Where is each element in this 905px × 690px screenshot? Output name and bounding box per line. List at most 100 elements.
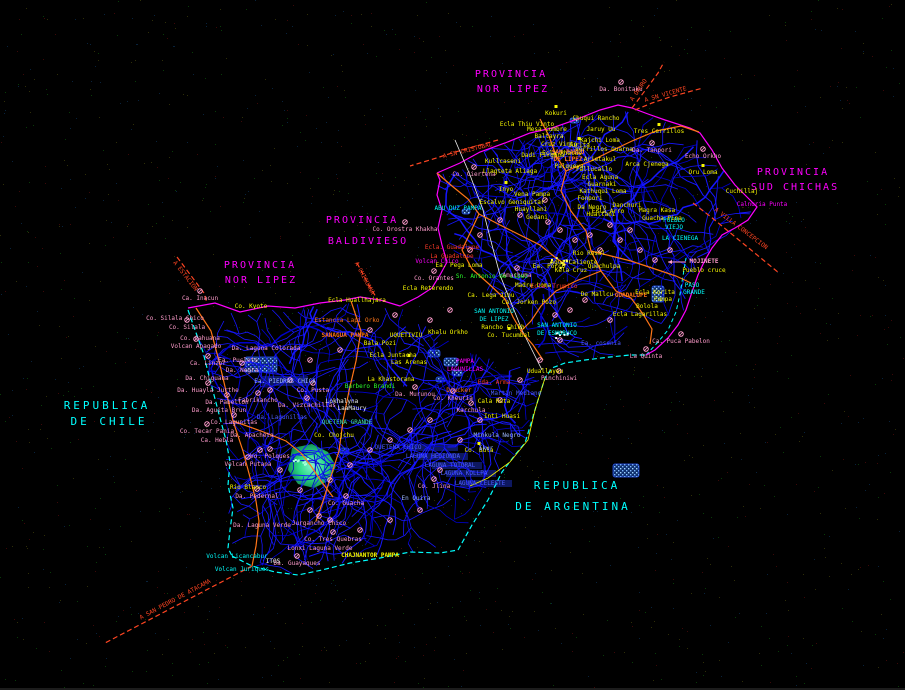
noise-dot [597,511,598,512]
noise-dot [824,403,825,404]
noise-dot [585,497,586,498]
noise-dot [253,392,254,393]
noise-dot [351,23,352,24]
noise-dot [815,29,816,30]
noise-dot [131,541,132,542]
noise-dot [525,527,526,528]
noise-dot [43,59,44,60]
noise-dot [769,208,770,209]
noise-dot [280,238,281,239]
noise-dot [495,525,496,526]
noise-dot [699,494,700,495]
village-block [304,460,307,463]
noise-dot [857,335,858,336]
external-road-dashed-lines [104,61,780,644]
river-line [509,286,554,309]
noise-dot [631,622,632,623]
town-marker-icon [577,137,581,140]
noise-dot [647,357,648,358]
noise-dot [393,394,394,395]
noise-dot [241,581,242,582]
map-label: Da. Laguna Colorada [232,345,301,352]
noise-dot [262,270,263,271]
noise-dot [754,75,755,76]
window-bottom-edge [0,688,905,690]
river-line [258,343,318,351]
noise-dot [263,302,264,303]
noise-dot [280,562,281,563]
noise-dot [684,49,685,50]
boundary-line [454,139,543,371]
noise-dot [299,654,300,655]
noise-dot [804,432,805,433]
noise-dot [696,672,697,673]
village-block [307,458,310,461]
noise-dot [877,519,878,520]
noise-dot [480,625,481,626]
noise-dot [842,108,843,109]
river-line [354,534,383,557]
map-label: SAN ANTONIO [537,322,577,329]
noise-dot [477,139,478,140]
noise-dot [415,227,416,228]
noise-dot [742,681,743,682]
river-line [690,228,734,258]
noise-dot [371,13,372,14]
noise-dot [863,53,864,54]
noise-dot [502,63,503,64]
noise-dot [847,100,848,101]
noise-dot [580,222,581,223]
noise-dot [706,298,707,299]
noise-dot [527,331,528,332]
noise-dot [204,644,205,645]
noise-dot [422,417,423,418]
noise-dot [270,165,271,166]
noise-dot [27,378,28,379]
noise-dot [728,642,729,643]
noise-dot [4,101,5,102]
noise-dot [394,430,395,431]
noise-dot [157,167,158,168]
river-line [569,197,650,260]
noise-dot [316,128,317,129]
noise-dot [897,663,898,664]
noise-dot [660,40,661,41]
noise-dot [597,78,598,79]
noise-dot [320,373,321,374]
noise-dot [576,637,577,638]
noise-dot [203,114,204,115]
river-line [567,179,633,193]
noise-dot [169,508,170,509]
noise-dot [220,486,221,487]
river-line [257,364,282,426]
noise-dot [804,683,805,684]
noise-dot [215,178,216,179]
noise-dot [0,577,1,578]
noise-dot [735,617,736,618]
river-line [293,306,305,354]
noise-dot [74,396,75,397]
noise-dot [699,322,700,323]
noise-dot [333,194,334,195]
river-line [575,143,656,242]
noise-dot [33,125,34,126]
map-label: Quechulpa [588,263,621,270]
noise-dot [517,353,518,354]
noise-dot [532,414,533,415]
noise-dot [22,468,23,469]
map-label: Co. Ciertena [452,171,496,178]
noise-dot [466,555,467,556]
noise-dot [448,13,449,14]
noise-dot [620,399,621,400]
noise-dot [462,573,463,574]
noise-dot [460,601,461,602]
noise-dot [193,74,194,75]
noise-dot [702,368,703,369]
river-line [323,324,331,363]
noise-dot [886,67,887,68]
noise-dot [754,262,755,263]
noise-dot [189,514,190,515]
noise-dot [1,262,2,263]
noise-dot [878,566,879,567]
